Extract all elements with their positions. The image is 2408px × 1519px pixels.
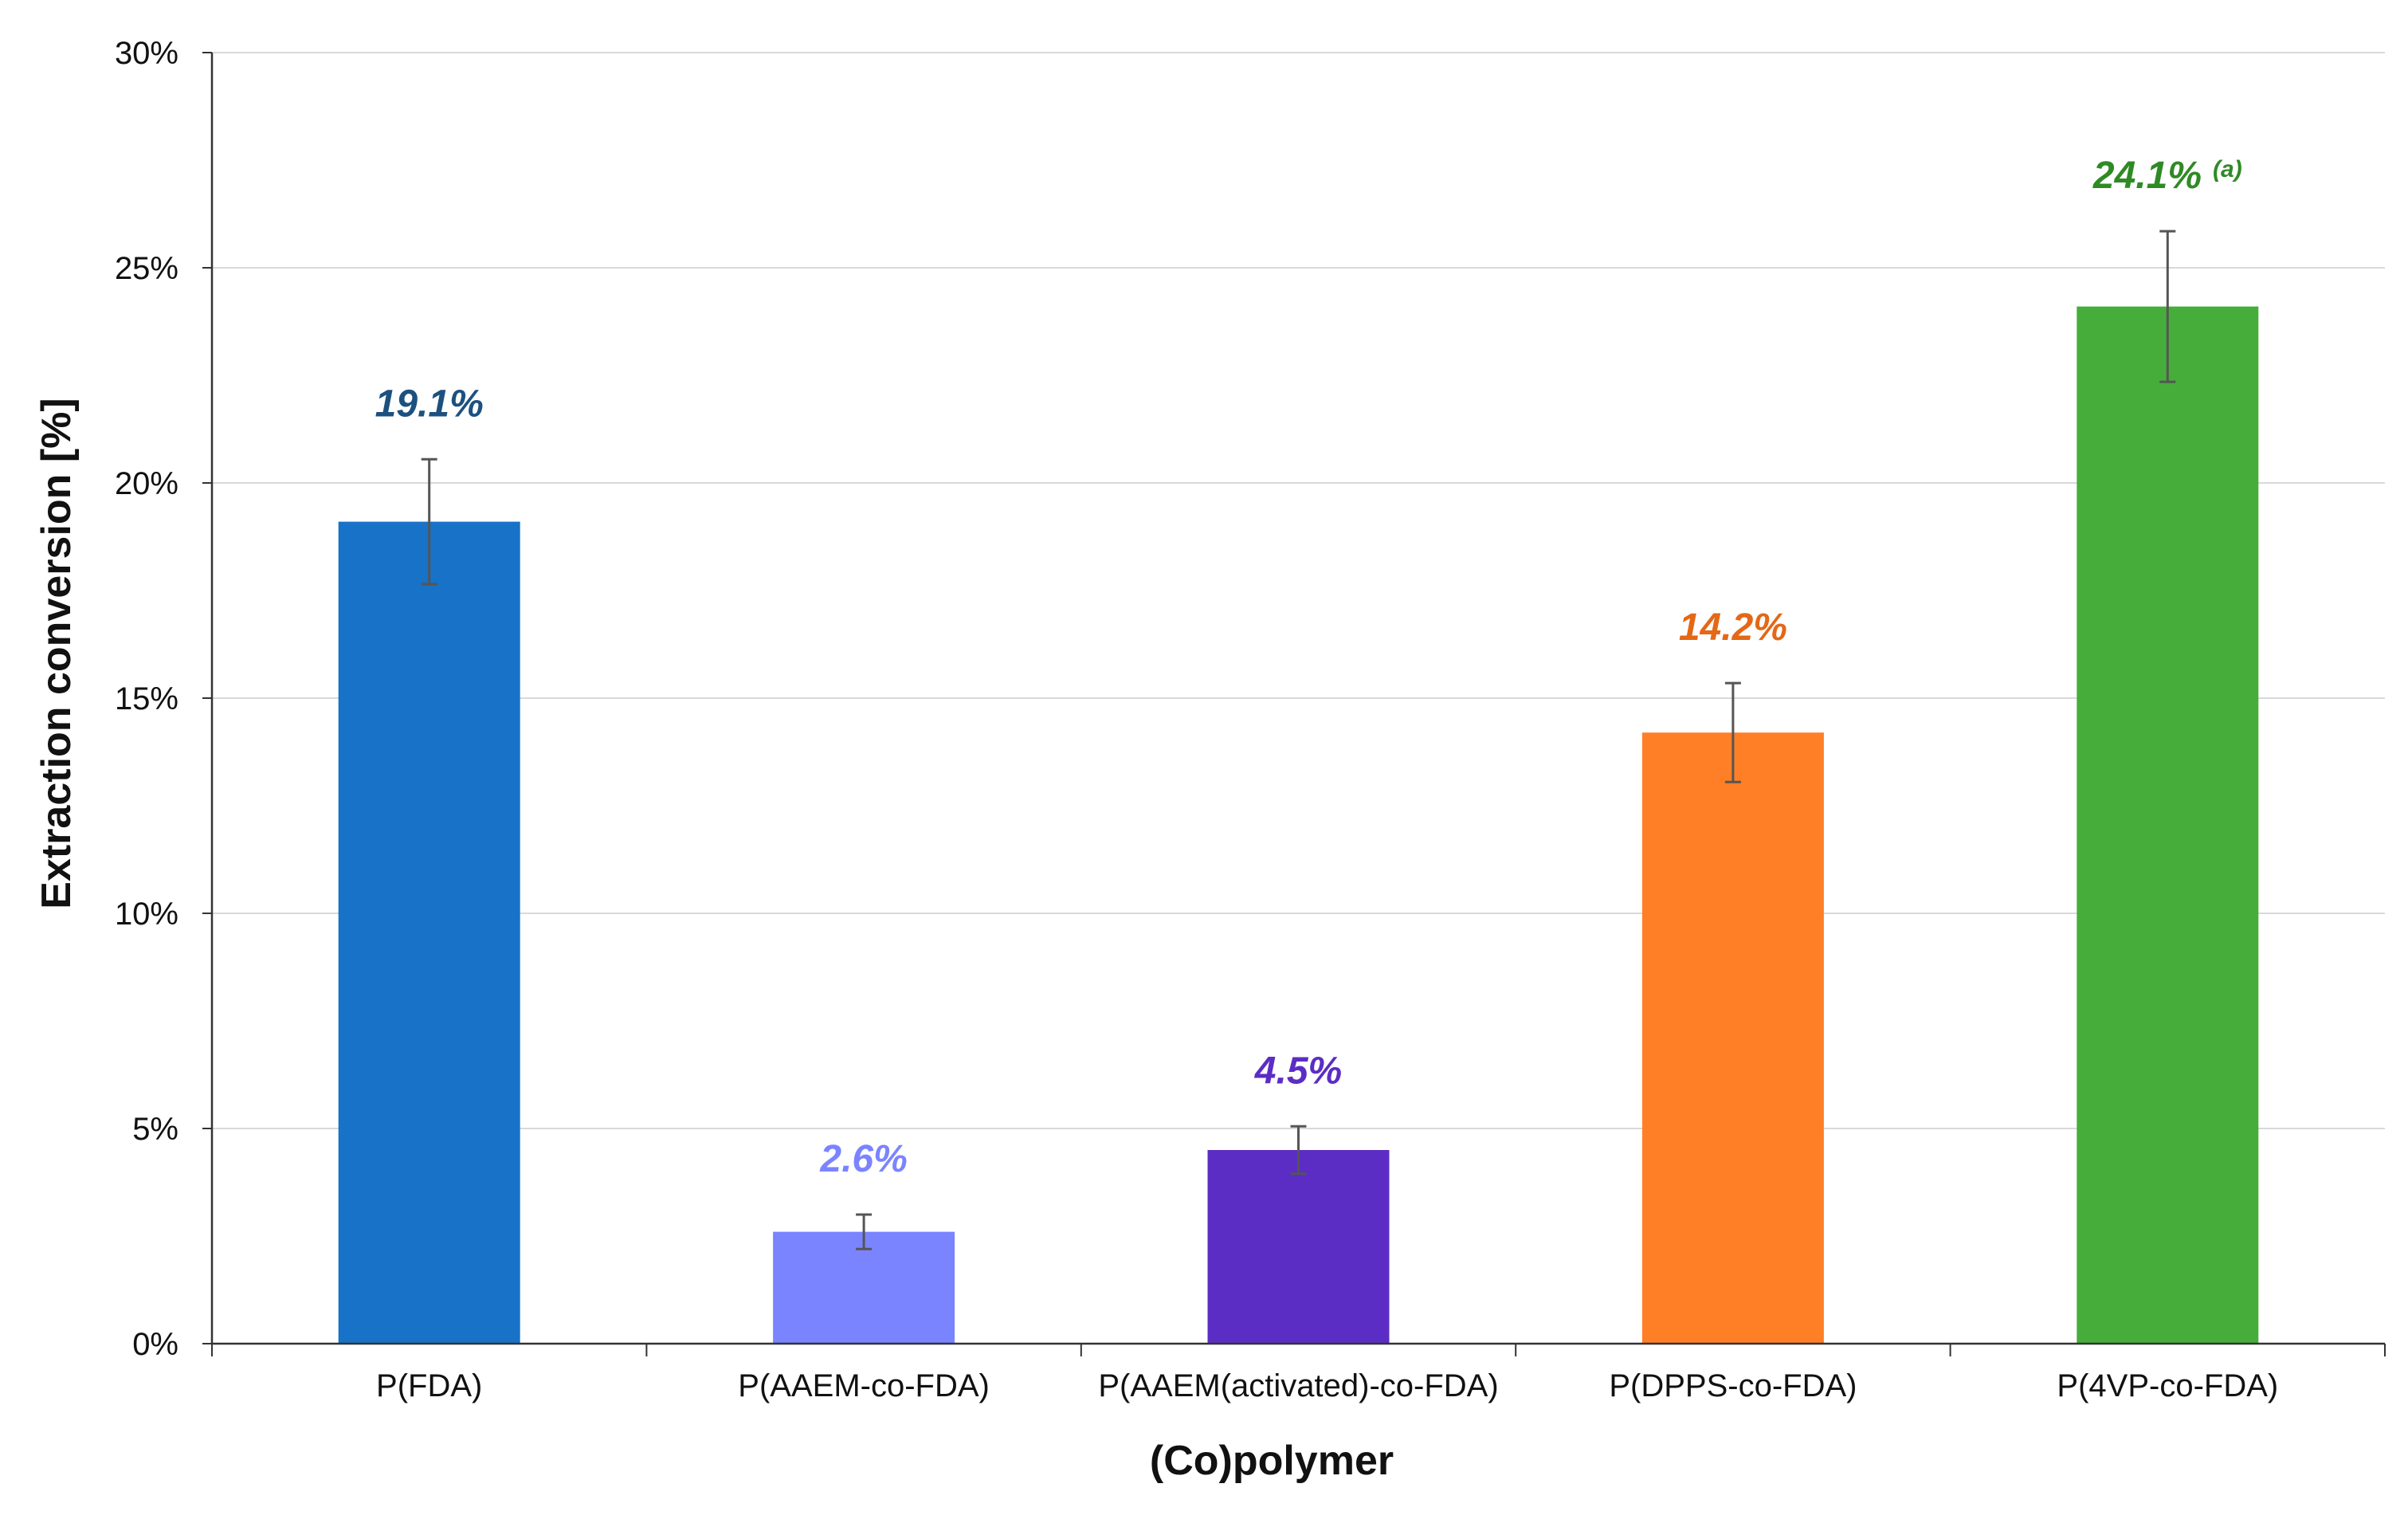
x-tick-label: P(AAEM-co-FDA) (738, 1368, 990, 1403)
bar (2077, 306, 2259, 1344)
y-tick-label: 10% (115, 897, 178, 932)
x-tick-label: P(DPPS-co-FDA) (1609, 1368, 1857, 1403)
data-label: 4.5% (1254, 1050, 1342, 1092)
y-axis-title: Extraction conversion [%] (33, 398, 80, 909)
bars (338, 230, 2259, 1344)
gridlines (212, 52, 2385, 1129)
bar (338, 521, 520, 1344)
tick-labels: 0% 5% 10% 15% 20% 25% 30% P(FDA) P(AAEM-co-FDA) P… (115, 36, 2278, 1403)
y-tick-label: 5% (132, 1112, 178, 1147)
x-axis-title: (Co)polymer (1150, 1438, 1394, 1484)
data-label: 14.2% (1679, 606, 1787, 649)
bar (1641, 732, 1824, 1344)
data-label: 24.1% (a) (2092, 155, 2242, 197)
bar (1207, 1150, 1390, 1344)
x-tick-label: P(AAEM(activated)-co-FDA) (1098, 1368, 1498, 1403)
y-tick-label: 25% (115, 251, 178, 286)
y-tick-label: 30% (115, 36, 178, 71)
data-label: 19.1% (375, 383, 484, 425)
y-tick-label: 20% (115, 466, 178, 501)
data-labels: 19.1% 2.6% 4.5% 14.2% 24.1% (a) (375, 155, 2242, 1180)
bar (773, 1231, 955, 1344)
y-tick-label: 0% (132, 1327, 178, 1362)
axes (202, 52, 2386, 1356)
x-tick-label: P(4VP-co-FDA) (2057, 1368, 2278, 1403)
data-label-note: (a) (2213, 156, 2242, 183)
y-tick-label: 15% (115, 681, 178, 716)
data-label: 2.6% (819, 1138, 907, 1180)
x-tick-label: P(FDA) (376, 1368, 482, 1403)
